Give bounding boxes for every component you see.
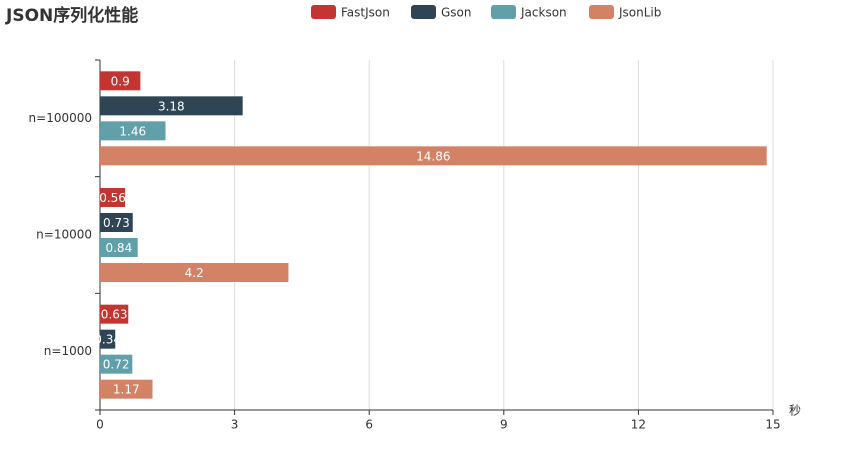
x-axis-name: 秒 xyxy=(789,404,801,418)
bar-label: 0.63 xyxy=(101,308,128,322)
bar xyxy=(100,379,153,399)
x-tick-label: 9 xyxy=(500,418,508,432)
legend-label: JsonLib xyxy=(618,6,661,20)
legend-swatch xyxy=(411,5,436,19)
bar-label: 1.46 xyxy=(119,124,146,138)
bar-label: 14.86 xyxy=(416,149,450,163)
y-tick-label: n=1000 xyxy=(44,344,92,358)
x-tick-label: 15 xyxy=(765,418,780,432)
bar xyxy=(100,354,133,374)
legend-label: Gson xyxy=(441,6,472,20)
legend-swatch xyxy=(311,5,336,19)
bar xyxy=(100,96,243,116)
bar-label: 1.17 xyxy=(113,383,140,397)
bar-label: 0.56 xyxy=(99,191,126,205)
bar-label: 0.34 xyxy=(94,333,121,347)
x-tick-label: 3 xyxy=(231,418,239,432)
bar-label: 0.72 xyxy=(103,358,130,372)
bar-label: 0.9 xyxy=(111,74,130,88)
legend-swatch xyxy=(491,5,516,19)
chart-title: JSON序列化性能 xyxy=(5,5,138,26)
bar-label: 0.84 xyxy=(105,241,132,255)
bar xyxy=(100,238,138,257)
bar-label: 0.73 xyxy=(103,216,130,230)
legend-label: FastJson xyxy=(341,6,390,20)
bar-label: 3.18 xyxy=(158,99,185,113)
x-tick-label: 12 xyxy=(631,418,646,432)
bar xyxy=(100,121,166,141)
bar xyxy=(100,146,767,166)
bar-label: 4.2 xyxy=(185,266,204,280)
y-tick-label: n=100000 xyxy=(29,111,92,125)
bar xyxy=(100,329,116,349)
bar xyxy=(100,71,141,91)
legend-swatch xyxy=(589,5,614,19)
bar xyxy=(100,188,126,207)
bar xyxy=(100,263,289,282)
legend-label: Jackson xyxy=(520,6,567,20)
x-tick-label: 0 xyxy=(96,418,104,432)
y-tick-label: n=10000 xyxy=(36,228,92,242)
bar xyxy=(100,213,133,232)
bar xyxy=(100,304,129,324)
x-tick-label: 6 xyxy=(365,418,373,432)
